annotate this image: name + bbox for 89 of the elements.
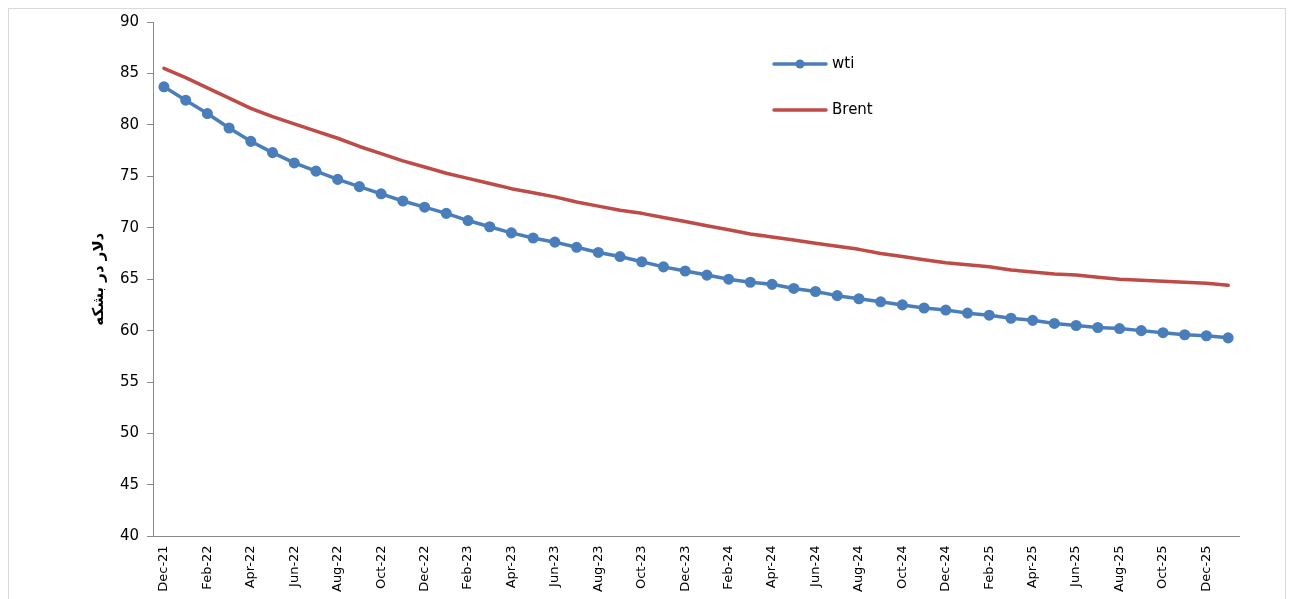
point xyxy=(1027,314,1039,326)
point xyxy=(940,304,952,316)
point xyxy=(679,265,691,277)
point xyxy=(831,290,843,302)
point xyxy=(462,215,474,227)
point xyxy=(527,232,539,244)
y-tick-label: 75 xyxy=(119,166,140,185)
point xyxy=(853,293,865,305)
point xyxy=(332,173,344,185)
y-tick-label: 70 xyxy=(119,217,140,236)
point xyxy=(1157,327,1169,339)
x-tick-label: Jun-22 xyxy=(285,545,301,588)
point xyxy=(592,246,604,258)
x-tick-label: Aug-24 xyxy=(850,545,866,593)
point xyxy=(1114,323,1126,335)
y-tick-label: 65 xyxy=(119,269,140,288)
point xyxy=(701,269,713,281)
x-tick-label: Dec-21 xyxy=(155,545,171,592)
point xyxy=(201,108,213,120)
point xyxy=(158,81,170,93)
x-tick-label: Dec-24 xyxy=(937,545,953,592)
x-tick-label: Oct-22 xyxy=(372,545,388,590)
point xyxy=(440,207,452,219)
x-tick-label: Oct-25 xyxy=(1154,545,1170,590)
x-tick-label: Dec-22 xyxy=(415,545,431,592)
point xyxy=(766,278,778,290)
point xyxy=(1135,325,1147,337)
point xyxy=(983,309,995,321)
x-tick-label: Feb-25 xyxy=(980,545,996,590)
x-tick-label: Aug-25 xyxy=(1110,545,1126,593)
point xyxy=(310,165,322,177)
point xyxy=(223,122,235,134)
point xyxy=(896,299,908,311)
y-tick-label: 40 xyxy=(119,526,140,545)
point xyxy=(266,147,279,159)
x-tick-label: Jun-23 xyxy=(546,545,562,588)
point xyxy=(1222,332,1234,344)
point xyxy=(723,273,735,285)
legend-label: Brent xyxy=(832,99,873,118)
point xyxy=(788,282,800,294)
point xyxy=(961,307,974,319)
y-tick-label: 80 xyxy=(119,114,140,133)
x-tick-label: Feb-23 xyxy=(459,545,475,590)
point xyxy=(657,261,670,273)
point xyxy=(1200,330,1212,342)
x-tick-label: Feb-24 xyxy=(720,545,735,590)
x-tick-label: Apr-22 xyxy=(242,545,258,589)
point xyxy=(571,241,583,253)
y-tick-label: 45 xyxy=(119,474,140,493)
x-tick-label: Jun-24 xyxy=(806,545,822,588)
x-tick-label: Oct-23 xyxy=(633,545,649,590)
point xyxy=(1048,317,1060,329)
y-tick-label: 55 xyxy=(119,371,140,390)
point xyxy=(484,221,496,233)
y-axis-title: دلار در بشکه xyxy=(88,232,107,326)
x-tick-label: Apr-25 xyxy=(1024,545,1040,589)
x-tick-label: Dec-25 xyxy=(1197,545,1213,592)
x-tick-label: Dec-23 xyxy=(676,545,692,592)
point xyxy=(636,256,648,268)
x-tick-label: Aug-23 xyxy=(589,545,605,593)
point xyxy=(1070,319,1082,332)
x-tick-label: Apr-24 xyxy=(763,545,779,589)
y-tick-label: 50 xyxy=(119,423,140,442)
x-tick-label: Oct-24 xyxy=(893,545,909,590)
y-tick-label: 90 xyxy=(119,11,140,30)
point xyxy=(288,157,300,169)
point xyxy=(549,236,561,248)
x-tick-label: Apr-23 xyxy=(502,545,518,589)
point xyxy=(375,188,387,200)
y-tick-label: 85 xyxy=(119,63,140,82)
point xyxy=(918,302,930,314)
point xyxy=(505,227,517,239)
point xyxy=(245,135,257,147)
legend-label: wti xyxy=(832,53,855,72)
point xyxy=(397,195,409,207)
point xyxy=(1092,321,1104,334)
point xyxy=(1005,312,1017,324)
y-tick-label: 60 xyxy=(119,320,140,339)
point xyxy=(875,296,887,308)
point xyxy=(419,201,431,213)
point xyxy=(809,285,822,298)
point xyxy=(744,276,756,288)
point xyxy=(614,251,626,263)
x-tick-label: Jun-25 xyxy=(1067,545,1083,588)
x-tick-label: Feb-22 xyxy=(198,545,214,590)
point xyxy=(353,181,365,193)
x-tick-label: Aug-22 xyxy=(329,545,345,593)
point xyxy=(1179,329,1191,341)
point xyxy=(180,94,192,106)
